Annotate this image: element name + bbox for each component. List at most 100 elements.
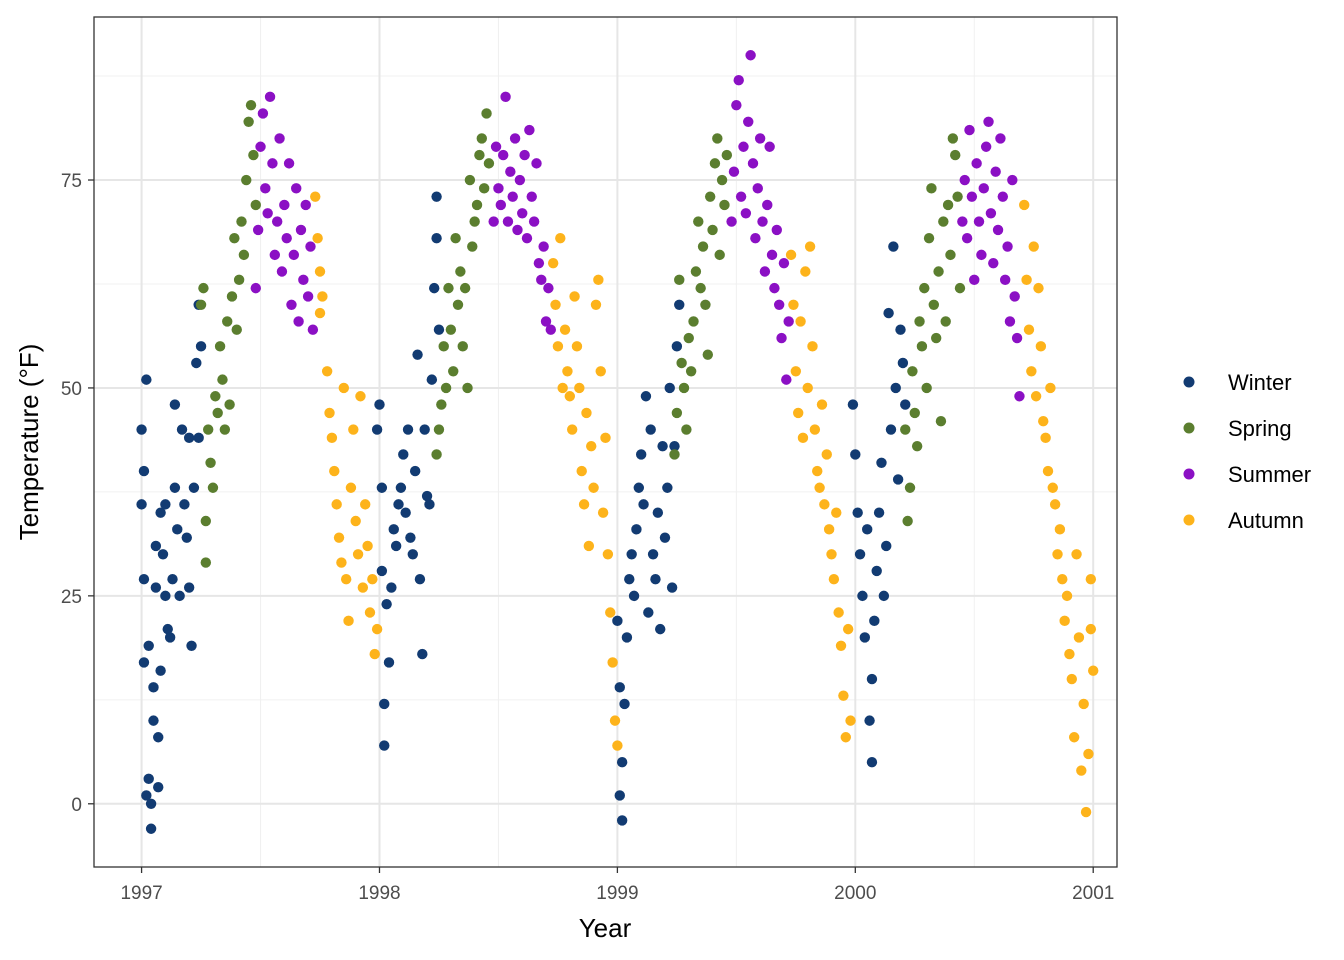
point-autumn xyxy=(1061,590,1073,602)
point-spring xyxy=(921,382,932,394)
point-spring xyxy=(695,282,706,294)
point-autumn xyxy=(795,316,806,327)
point-winter xyxy=(412,349,423,360)
point-winter xyxy=(143,640,154,651)
point-winter xyxy=(393,499,404,510)
point-spring xyxy=(900,424,911,435)
point-autumn xyxy=(790,366,802,377)
point-summer xyxy=(959,174,970,186)
point-winter xyxy=(379,698,390,710)
point-autumn xyxy=(1073,632,1085,643)
point-winter xyxy=(388,524,399,535)
point-autumn xyxy=(371,623,383,635)
point-autumn xyxy=(343,615,354,627)
point-summer xyxy=(305,241,316,252)
point-autumn xyxy=(1083,748,1094,760)
point-autumn xyxy=(314,266,326,277)
point-autumn xyxy=(800,266,811,277)
point-summer xyxy=(783,316,794,327)
point-winter xyxy=(619,698,630,710)
point-spring xyxy=(229,233,240,244)
point-summer xyxy=(990,166,1001,177)
point-autumn xyxy=(338,382,350,394)
point-autumn xyxy=(1035,341,1047,352)
point-summer xyxy=(267,158,278,169)
point-winter xyxy=(145,798,157,809)
point-autumn xyxy=(583,540,595,552)
point-summer xyxy=(302,291,314,302)
point-winter xyxy=(631,524,642,535)
point-summer xyxy=(773,299,785,310)
point-winter xyxy=(376,565,388,577)
point-winter xyxy=(179,499,190,510)
point-spring xyxy=(469,216,480,227)
legend-label-spring: Spring xyxy=(1228,416,1292,441)
point-winter xyxy=(390,540,402,552)
point-summer xyxy=(995,133,1006,144)
point-autumn xyxy=(597,507,609,518)
point-summer xyxy=(1002,241,1013,252)
point-summer xyxy=(271,216,283,227)
point-winter xyxy=(195,341,207,352)
point-autumn xyxy=(612,740,623,751)
point-autumn xyxy=(1052,549,1063,560)
point-spring xyxy=(457,341,468,352)
x-tick-label: 2001 xyxy=(1072,883,1114,904)
point-summer xyxy=(498,149,509,161)
point-autumn xyxy=(312,233,323,244)
point-autumn xyxy=(362,540,373,552)
point-summer xyxy=(973,216,985,227)
point-summer xyxy=(762,199,773,211)
point-autumn xyxy=(788,299,799,310)
point-winter xyxy=(890,382,901,394)
point-winter xyxy=(616,757,628,768)
point-winter xyxy=(881,540,892,552)
point-spring xyxy=(478,183,490,194)
point-spring xyxy=(704,191,716,202)
point-spring xyxy=(433,424,445,435)
point-summer xyxy=(507,191,518,202)
point-autumn xyxy=(812,465,823,477)
point-autumn xyxy=(547,257,559,269)
point-spring xyxy=(455,266,466,277)
point-autumn xyxy=(1057,574,1068,585)
point-summer xyxy=(966,191,978,202)
point-spring xyxy=(207,482,219,493)
point-spring xyxy=(904,482,916,493)
point-winter xyxy=(136,499,147,510)
point-winter xyxy=(638,499,649,510)
point-autumn xyxy=(1040,432,1051,444)
point-summer xyxy=(533,257,545,269)
point-winter xyxy=(671,341,683,352)
point-autumn xyxy=(831,507,842,518)
point-winter xyxy=(155,507,166,518)
legend-key-summer xyxy=(1183,468,1195,480)
y-tick-label: 0 xyxy=(71,795,82,816)
legend-label-summer: Summer xyxy=(1228,462,1311,487)
point-winter xyxy=(657,440,668,452)
point-spring xyxy=(222,316,233,327)
point-autumn xyxy=(340,574,352,585)
point-winter xyxy=(421,490,433,502)
point-winter xyxy=(381,598,392,610)
point-autumn xyxy=(581,407,592,419)
point-winter xyxy=(162,623,173,635)
point-spring xyxy=(674,274,685,286)
point-winter xyxy=(900,399,911,410)
point-autumn xyxy=(590,299,602,310)
point-spring xyxy=(243,116,254,127)
x-axis: 1997 1998 1999 2000 2001 xyxy=(120,867,1114,904)
point-spring xyxy=(219,424,231,435)
point-summer xyxy=(985,208,997,219)
point-winter xyxy=(866,757,878,768)
point-winter xyxy=(861,524,873,535)
point-autumn xyxy=(816,399,828,410)
point-winter xyxy=(897,357,909,369)
panel-border xyxy=(93,16,1118,868)
point-spring xyxy=(248,149,259,161)
point-winter xyxy=(645,424,656,435)
point-winter xyxy=(376,482,388,493)
point-summer xyxy=(264,91,276,103)
point-spring xyxy=(940,316,951,327)
point-winter xyxy=(431,233,442,244)
